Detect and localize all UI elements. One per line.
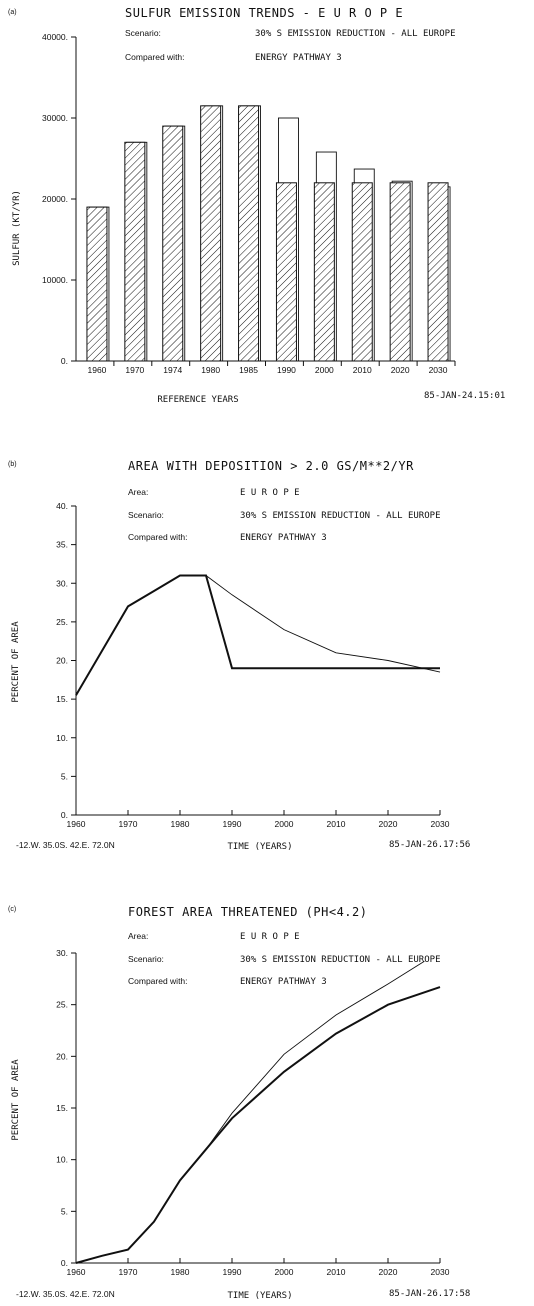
y-tick-label-b: 40. (56, 501, 68, 511)
x-tick-label-a: 2030 (429, 365, 448, 375)
title-a: SULFUR EMISSION TRENDS - E U R O P E (125, 6, 403, 20)
x-tick-label-c: 1980 (171, 1267, 190, 1277)
coords-b: -12.W. 35.0S. 42.E. 72.0N (16, 840, 115, 850)
title-c: FOREST AREA THREATENED (PH<4.2) (128, 905, 367, 919)
y-tick-label-c: 20. (56, 1051, 68, 1061)
y-tick-label-a: 40000. (42, 32, 68, 42)
chart-a: (a) SULFUR EMISSION TRENDS - E U R O P E… (8, 6, 505, 405)
y-tick-label-b: 20. (56, 656, 68, 666)
timestamp-c: 85-JAN-26.17:58 (389, 1289, 470, 1299)
meta-a-scenario-value: 30% S EMISSION REDUCTION - ALL EUROPE (255, 29, 455, 39)
coords-c: -12.W. 35.0S. 42.E. 72.0N (16, 1289, 115, 1299)
y-tick-label-b: 10. (56, 733, 68, 743)
y-tick-label-a: 0. (61, 356, 68, 366)
panel-label-a: (a) (8, 9, 17, 16)
bar-scenario-2000 (313, 182, 335, 362)
y-tick-label-a: 20000. (42, 194, 68, 204)
y-tick-label-c: 0. (61, 1258, 68, 1268)
chart-c: (c) FOREST AREA THREATENED (PH<4.2) Area… (8, 905, 470, 1301)
line-scenario-b (75, 574, 440, 696)
x-axis-label-c: TIME (YEARS) (227, 1291, 292, 1301)
y-tick-label-b: 30. (56, 578, 68, 588)
x-tick-label-c: 1960 (67, 1267, 86, 1277)
x-tick-label-b: 2000 (275, 819, 294, 829)
meta-b-area-value: E U R O P E (240, 488, 300, 498)
x-tick-label-b: 1960 (67, 819, 86, 829)
x-tick-label-a: 1974 (163, 365, 182, 375)
x-tick-label-c: 2000 (275, 1267, 294, 1277)
x-tick-label-b: 2010 (327, 819, 346, 829)
x-tick-label-b: 1980 (171, 819, 190, 829)
x-tick-label-c: 1970 (119, 1267, 138, 1277)
y-tick-label-c: 15. (56, 1103, 68, 1113)
meta-c-compared-value: ENERGY PATHWAY 3 (240, 977, 327, 987)
meta-c-area-label: Area: (128, 931, 148, 941)
meta-b-scenario-value: 30% S EMISSION REDUCTION - ALL EUROPE (240, 511, 440, 521)
y-tick-label-c: 30. (56, 948, 68, 958)
x-tick-label-b: 1970 (119, 819, 138, 829)
bar-scenario-1970 (124, 141, 146, 362)
y-tick-label-a: 30000. (42, 113, 68, 123)
bar-scenario-1980 (200, 105, 222, 362)
bar-scenario-2010 (351, 182, 373, 362)
x-tick-label-a: 1980 (201, 365, 220, 375)
x-tick-label-a: 1970 (125, 365, 144, 375)
y-tick-label-b: 0. (61, 810, 68, 820)
line-comparison-c (75, 960, 425, 1264)
y-tick-label-b: 35. (56, 540, 68, 550)
panel-label-b: (b) (8, 461, 17, 468)
x-tick-label-a: 1960 (87, 365, 106, 375)
bar-scenario-1985 (238, 105, 260, 362)
x-tick-label-c: 2020 (379, 1267, 398, 1277)
meta-c-scenario-label: Scenario: (128, 954, 164, 964)
line-scenario-c (75, 986, 441, 1264)
bar-scenario-2030 (427, 182, 449, 362)
title-b: AREA WITH DEPOSITION > 2.0 GS/M**2/YR (128, 459, 414, 473)
bar-scenario-2020 (389, 182, 411, 362)
y-tick-label-b: 15. (56, 694, 68, 704)
meta-c-scenario-value: 30% S EMISSION REDUCTION - ALL EUROPE (240, 955, 440, 965)
x-tick-label-c: 1990 (223, 1267, 242, 1277)
x-tick-label-a: 2000 (315, 365, 334, 375)
bar-scenario-1974 (162, 125, 184, 362)
meta-b-area-label: Area: (128, 487, 148, 497)
chart-b: (b) AREA WITH DEPOSITION > 2.0 GS/M**2/Y… (8, 459, 470, 852)
y-tick-label-c: 25. (56, 1000, 68, 1010)
meta-b-compared-value: ENERGY PATHWAY 3 (240, 533, 327, 543)
y-tick-label-a: 10000. (42, 275, 68, 285)
y-tick-label-b: 5. (61, 771, 68, 781)
x-tick-label-b: 2020 (379, 819, 398, 829)
x-tick-label-c: 2030 (431, 1267, 450, 1277)
meta-c-area-value: E U R O P E (240, 932, 300, 942)
x-tick-label-b: 2030 (431, 819, 450, 829)
meta-a-scenario-label: Scenario: (125, 28, 161, 38)
line-comparison-b (75, 575, 441, 696)
y-axis-label-c: PERCENT OF AREA (11, 1059, 21, 1141)
x-axis-label-b: TIME (YEARS) (227, 842, 292, 852)
meta-a-compared-label: Compared with: (125, 52, 185, 62)
y-tick-label-b: 25. (56, 617, 68, 627)
x-axis-label-a: REFERENCE YEARS (157, 395, 238, 405)
x-tick-label-a: 1985 (239, 365, 258, 375)
panel-label-c: (c) (8, 906, 16, 913)
x-tick-label-a: 1990 (277, 365, 296, 375)
y-tick-label-c: 5. (61, 1206, 68, 1216)
y-tick-label-c: 10. (56, 1155, 68, 1165)
timestamp-a: 85-JAN-24.15:01 (424, 391, 505, 401)
meta-b-scenario-label: Scenario: (128, 510, 164, 520)
meta-a-compared-value: ENERGY PATHWAY 3 (255, 53, 342, 63)
meta-b-compared-label: Compared with: (128, 532, 188, 542)
x-tick-label-c: 2010 (327, 1267, 346, 1277)
timestamp-b: 85-JAN-26.17:56 (389, 840, 470, 850)
x-tick-label-a: 2020 (391, 365, 410, 375)
x-tick-label-b: 1990 (223, 819, 242, 829)
bar-scenario-1990 (275, 182, 297, 362)
bar-scenario-1960 (86, 206, 108, 362)
y-axis-label-b: PERCENT OF AREA (11, 621, 21, 703)
x-tick-label-a: 2010 (353, 365, 372, 375)
y-axis-label-a: SULFUR (KT/YR) (12, 190, 22, 266)
meta-c-compared-label: Compared with: (128, 976, 188, 986)
